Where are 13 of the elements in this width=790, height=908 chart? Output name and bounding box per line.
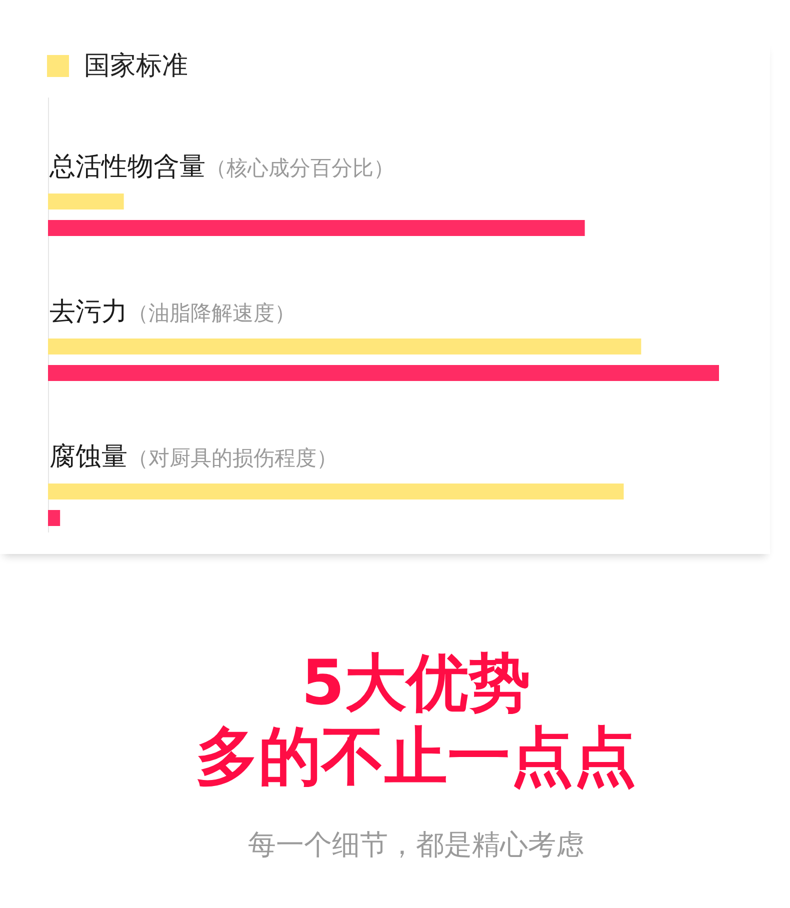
- bar: [48, 220, 585, 236]
- text: 多的不止一点点: [194, 720, 638, 794]
- text: 5大优势: [300, 646, 532, 720]
- bar: [48, 484, 624, 500]
- bar: [48, 194, 124, 210]
- text: 每一个细节，都是精心考虑: [247, 828, 585, 862]
- y-tick-label: 腐蚀量（对厨具的损伤程度）: [50, 442, 338, 472]
- y-tick-label: 总活性物含量（核心成分百分比）: [48, 152, 394, 182]
- bar: [48, 364, 719, 381]
- legend-label: 国家标准: [84, 51, 188, 81]
- bar: [48, 510, 60, 526]
- bar: [48, 338, 642, 355]
- y-tick-label: 去污力（油脂降解速度）: [50, 297, 296, 327]
